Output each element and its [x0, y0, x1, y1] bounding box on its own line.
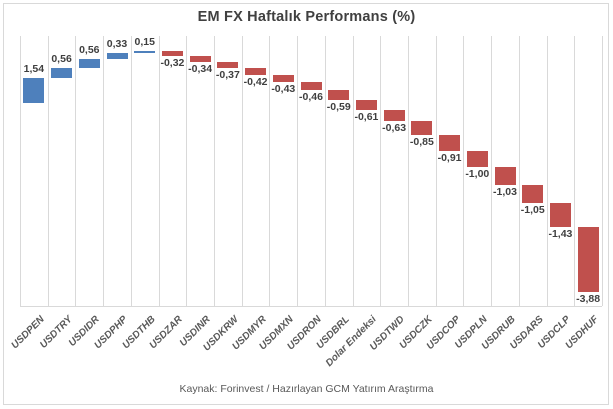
bar-value-label: -0,43 — [271, 83, 296, 96]
bar-value-label: -0,34 — [188, 62, 213, 75]
bar-value-label: -0,46 — [299, 91, 323, 103]
bar-USDPEN — [23, 77, 45, 104]
bar-USDMXN — [272, 74, 294, 83]
gridline — [75, 36, 77, 306]
gridline — [324, 36, 326, 306]
gridline — [352, 36, 354, 306]
bar-value-label: -1,00 — [465, 168, 490, 181]
bar-USDCOP — [439, 135, 461, 151]
chart-title: EM FX Haftalık Performans (%) — [197, 9, 416, 25]
bar-value-label: -0,59 — [326, 100, 351, 113]
gridline — [47, 36, 49, 306]
gridline — [297, 36, 299, 306]
bar-USDINR — [189, 55, 211, 62]
gridline — [602, 36, 603, 306]
gridline — [214, 36, 215, 306]
bar-value-label: 0,56 — [79, 43, 100, 56]
bar-value-label: 1,54 — [23, 62, 45, 75]
gridline — [380, 36, 382, 306]
gridline — [269, 36, 271, 306]
bar-USDCLP — [549, 202, 571, 227]
gridline — [130, 36, 132, 306]
gridline — [491, 36, 493, 306]
bar-value-label: 0,56 — [51, 53, 72, 66]
bar-value-label: -0,42 — [243, 75, 268, 88]
gridline — [158, 36, 160, 306]
bar-USDTHB — [134, 50, 156, 54]
bar-USDPHP — [106, 53, 128, 59]
gridline — [408, 36, 409, 306]
bar-value-label: -0,32 — [160, 56, 185, 69]
bar-value-label: -1,43 — [548, 227, 573, 240]
bar-USDCZK — [411, 120, 433, 136]
bar-USDHUF — [577, 226, 599, 293]
bar-value-label: -1,03 — [493, 185, 517, 198]
bar-USDBRL — [328, 90, 350, 100]
bar-USDRUB — [494, 167, 516, 185]
bar-value-label: -3,88 — [576, 293, 601, 306]
gridline — [20, 36, 21, 306]
source-caption: Kaynak: Forinvest / Hazırlayan GCM Yatır… — [179, 383, 434, 395]
bar-value-label: -0,61 — [354, 111, 379, 124]
gridline — [241, 36, 243, 306]
bar-value-label: -0,63 — [382, 121, 407, 134]
gridline — [463, 36, 465, 306]
bar-USDRON — [300, 82, 322, 90]
bar-USDARS — [522, 184, 544, 203]
bar-value-label: -1,05 — [520, 203, 545, 216]
gridline — [186, 36, 188, 306]
bar-USDTRY — [51, 68, 73, 78]
bar-USDMYR — [245, 67, 267, 75]
bar-USDZAR — [161, 50, 183, 56]
bar-USDIDR — [78, 58, 100, 69]
bar-Dolar Endeksi — [355, 99, 377, 111]
bar-value-label: -0,91 — [437, 151, 462, 164]
gridline — [103, 36, 105, 306]
gridline — [518, 36, 520, 306]
bar-USDKRW — [217, 61, 239, 68]
gridline — [574, 36, 576, 306]
bar-value-label: -0,37 — [215, 68, 240, 81]
gridline — [435, 36, 437, 306]
gridline — [546, 36, 548, 306]
bar-value-label: 0,33 — [106, 38, 128, 51]
bar-value-label: -0,85 — [409, 136, 434, 149]
bar-value-label: 0,15 — [134, 35, 155, 48]
bar-USDPLN — [466, 150, 488, 168]
bar-USDTWD — [383, 110, 405, 121]
x-axis-line — [20, 306, 602, 307]
